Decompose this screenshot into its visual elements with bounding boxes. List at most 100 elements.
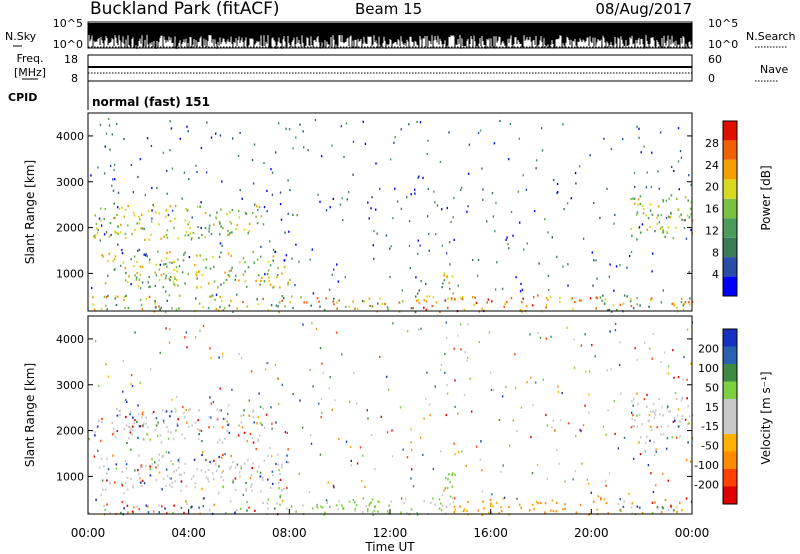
scatter-cell	[240, 356, 243, 360]
echo-cell	[257, 438, 259, 441]
echo-cell	[117, 225, 119, 228]
echo-cell	[228, 431, 231, 434]
echo-cell	[131, 510, 134, 513]
echo-cell	[676, 414, 679, 417]
echo-cell	[281, 299, 283, 302]
echo-cell	[113, 258, 116, 261]
echo-cell	[104, 207, 107, 211]
scatter-cell	[632, 197, 634, 200]
scatter-cell	[457, 451, 460, 454]
echo-cell	[207, 477, 209, 480]
echo-cell	[217, 418, 219, 421]
echo-cell	[323, 308, 326, 312]
echo-cell	[326, 501, 328, 504]
scatter-cell	[564, 480, 566, 483]
scatter-cell	[563, 208, 565, 211]
scatter-cell	[255, 447, 257, 451]
echo-cell	[123, 295, 126, 299]
scatter-cell	[390, 245, 392, 248]
echo-cell	[522, 297, 524, 300]
echo-cell	[238, 279, 240, 282]
scatter-cell	[389, 247, 391, 250]
scatter-cell	[246, 440, 248, 443]
echo-cell	[164, 263, 167, 266]
scatter-cell	[328, 387, 330, 390]
scatter-cell	[523, 248, 525, 251]
scatter-cell	[426, 152, 428, 155]
echo-cell	[271, 470, 274, 473]
echo-cell	[666, 407, 668, 410]
echo-cell	[94, 434, 96, 437]
echo-cell	[99, 207, 102, 210]
scatter-cell	[209, 396, 211, 399]
echo-cell	[170, 410, 173, 413]
echo-cell	[175, 469, 178, 472]
power-colorbar-tick-label: 8	[712, 246, 719, 259]
echo-cell	[169, 205, 172, 208]
scatter-cell	[117, 191, 120, 194]
scatter-cell	[134, 419, 136, 422]
scatter-cell	[572, 478, 574, 481]
noise-panel: N.Sky 10^5 10^0 10^5 10^0 N.Search	[5, 17, 796, 51]
echo-cell	[191, 505, 193, 508]
echo-cell	[269, 283, 272, 286]
echo-cell	[124, 306, 126, 310]
scatter-cell	[271, 422, 273, 425]
echo-cell	[120, 483, 123, 486]
echo-cell	[169, 477, 171, 480]
echo-cell	[184, 437, 186, 440]
scatter-cell	[109, 164, 112, 167]
scatter-cell	[274, 250, 277, 253]
scatter-cell	[130, 382, 132, 386]
echo-cell	[131, 233, 133, 236]
echo-cell	[545, 303, 548, 307]
echo-cell	[443, 272, 446, 275]
echo-cell	[186, 209, 189, 212]
echo-cell	[126, 441, 128, 445]
echo-cell	[667, 508, 670, 511]
echo-cell	[173, 275, 176, 279]
echo-cell	[463, 508, 466, 511]
scatter-cell	[674, 391, 677, 395]
echo-cell	[642, 212, 645, 215]
scatter-cell	[461, 186, 463, 189]
scatter-cell	[302, 130, 304, 133]
echo-cell	[647, 420, 650, 423]
echo-cell	[303, 301, 305, 304]
echo-cell	[155, 479, 158, 482]
scatter-cell	[502, 464, 504, 467]
echo-cell	[222, 309, 224, 312]
echo-cell	[373, 505, 376, 509]
echo-cell	[680, 213, 682, 216]
echo-cell	[121, 470, 124, 473]
echo-cell	[681, 396, 684, 399]
velocity-colorbar-swatch	[723, 381, 737, 399]
scatter-cell	[298, 260, 300, 263]
echo-cell	[559, 296, 561, 300]
echo-cell	[495, 501, 498, 504]
echo-cell	[155, 424, 158, 427]
scatter-cell	[155, 274, 158, 277]
echo-cell	[155, 263, 158, 266]
echo-cell	[223, 282, 225, 285]
echo-cell	[128, 437, 130, 440]
echo-cell	[323, 513, 325, 516]
echo-cell	[125, 415, 127, 419]
scatter-cell	[550, 335, 552, 338]
echo-cell	[463, 308, 466, 311]
echo-cell	[193, 458, 196, 461]
echo-cell	[175, 266, 178, 269]
scatter-cell	[345, 440, 348, 443]
echo-cell	[257, 416, 259, 419]
echo-cell	[685, 497, 688, 500]
scatter-cell	[621, 138, 624, 141]
echo-cell	[230, 299, 232, 303]
scatter-cell	[336, 263, 338, 266]
scatter-cell	[184, 336, 186, 339]
scatter-cell	[488, 331, 491, 334]
echo-cell	[123, 427, 126, 430]
scatter-cell	[461, 450, 463, 453]
echo-cell	[321, 506, 324, 509]
echo-cell	[103, 504, 105, 508]
echo-cell	[176, 424, 179, 427]
